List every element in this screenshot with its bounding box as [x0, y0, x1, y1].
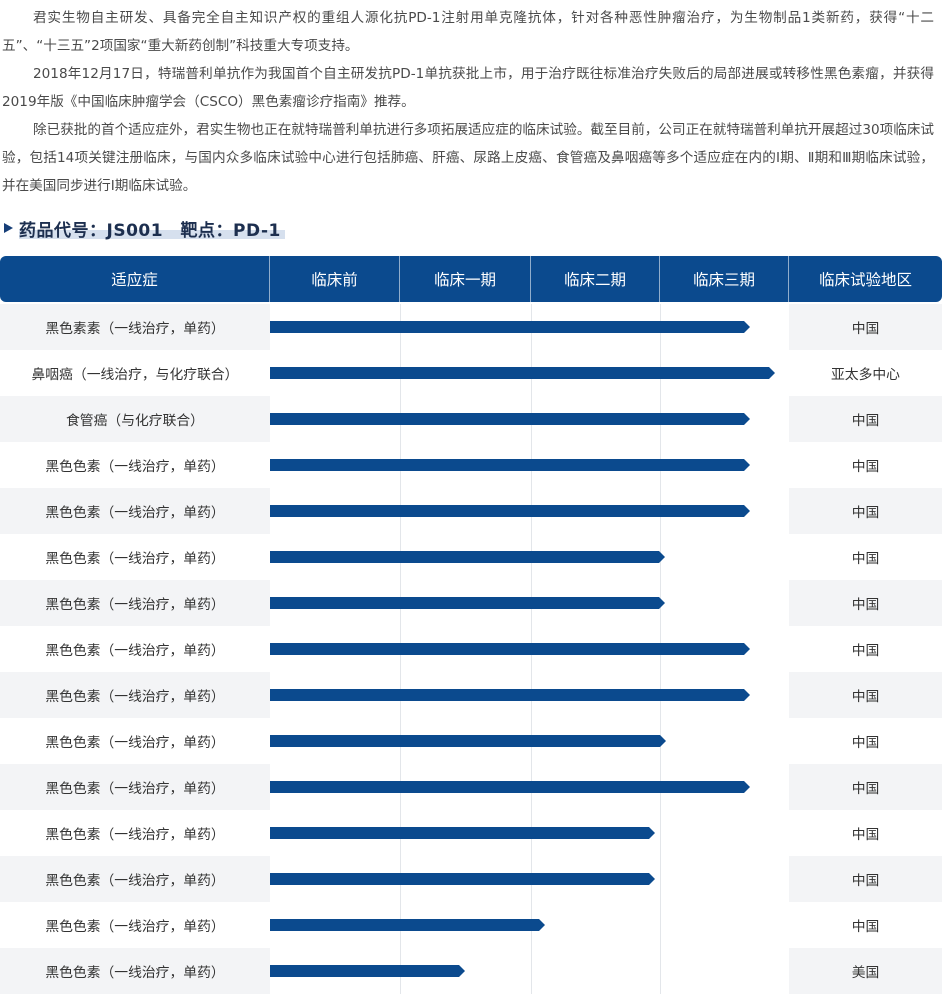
table-row: 黑色色素（一线治疗，单药） 中国: [0, 902, 942, 948]
section-heading: 药品代号：JS001 靶点：PD-1: [4, 215, 285, 241]
region-cell: 亚太多中心: [831, 367, 900, 383]
progress-bar: [270, 551, 665, 563]
header-phase3: 临床三期: [660, 256, 789, 302]
region-cell: 中国: [851, 781, 880, 797]
region-cell: 中国: [851, 551, 880, 567]
table-row: 黑色色素（一线治疗，单药） 中国: [0, 856, 942, 902]
progress-bar: [270, 919, 545, 931]
region-cell: 中国: [851, 459, 880, 475]
progress-bar: [270, 735, 666, 747]
indication-cell: 黑色色素（一线治疗，单药）: [45, 459, 225, 475]
stage-cell: [270, 810, 789, 856]
indication-cell: 黑色色素（一线治疗，单药）: [45, 505, 225, 521]
intro: 君实生物自主研发、具备完全自主知识产权的重组人源化抗PD-1注射用单克隆抗体，针…: [0, 0, 942, 200]
stage-cell: [270, 948, 789, 994]
stage-cell: [270, 856, 789, 902]
region-cell: 中国: [851, 597, 880, 613]
triangle-bullet-icon: [4, 223, 13, 233]
phase-divider: [660, 948, 661, 994]
stage-cell: [270, 396, 789, 442]
table-row: 鼻咽癌（一线治疗，与化疗联合） 亚太多中心: [0, 350, 942, 396]
region-cell: 美国: [851, 965, 880, 981]
region-cell: 中国: [851, 827, 880, 843]
region-cell: 中国: [851, 735, 880, 751]
table-body: 黑色素素（一线治疗，单药） 中国 鼻咽癌（一线治疗，与化疗联合） 亚太多中心 食管癌（与…: [0, 304, 942, 994]
progress-bar: [270, 873, 655, 885]
region-cell: 中国: [851, 643, 880, 659]
indication-cell: 黑色色素（一线治疗，单药）: [45, 597, 225, 613]
stage-cell: [270, 534, 789, 580]
indication-cell: 黑色色素（一线治疗，单药）: [45, 965, 225, 981]
progress-bar: [270, 367, 775, 379]
phase-divider: [660, 902, 661, 948]
progress-bar: [270, 643, 750, 655]
table-header: 适应症 临床前 临床一期 临床二期 临床三期 临床试验地区: [0, 256, 942, 302]
table-row: 黑色色素（一线治疗，单药） 中国: [0, 626, 942, 672]
stage-cell: [270, 350, 789, 396]
table-row: 黑色色素（一线治疗，单药） 中国: [0, 534, 942, 580]
progress-bar: [270, 965, 465, 977]
region-cell: 中国: [851, 321, 880, 337]
stage-cell: [270, 580, 789, 626]
indication-cell: 黑色色素（一线治疗，单药）: [45, 919, 225, 935]
header-preclinical: 临床前: [270, 256, 400, 302]
header-indication: 适应症: [0, 256, 270, 302]
table-row: 黑色色素（一线治疗，单药） 中国: [0, 488, 942, 534]
header-phase1: 临床一期: [400, 256, 531, 302]
progress-bar: [270, 689, 750, 701]
stage-cell: [270, 488, 789, 534]
stage-cell: [270, 672, 789, 718]
section-title: 药品代号：JS001 靶点：PD-1: [19, 215, 285, 241]
region-cell: 中国: [851, 873, 880, 889]
indication-cell: 黑色色素（一线治疗，单药）: [45, 551, 225, 567]
progress-bar: [270, 413, 750, 425]
stage-cell: [270, 764, 789, 810]
progress-bar: [270, 827, 655, 839]
indication-cell: 黑色色素（一线治疗，单药）: [45, 873, 225, 889]
stage-cell: [270, 718, 789, 764]
stage-cell: [270, 304, 789, 350]
progress-bar: [270, 597, 665, 609]
progress-bar: [270, 505, 750, 517]
progress-bar: [270, 321, 750, 333]
table-row: 黑色色素（一线治疗，单药） 中国: [0, 718, 942, 764]
phase-divider: [531, 948, 532, 994]
indication-cell: 黑色色素（一线治疗，单药）: [45, 643, 225, 659]
indication-cell: 黑色色素（一线治疗，单药）: [45, 735, 225, 751]
intro-paragraph: 除已获批的首个适应症外，君实生物也正在就特瑞普利单抗进行多项拓展适应症的临床试验…: [2, 122, 934, 194]
table-row: 黑色色素（一线治疗，单药） 中国: [0, 672, 942, 718]
indication-cell: 鼻咽癌（一线治疗，与化疗联合）: [31, 367, 239, 383]
intro-paragraph: 君实生物自主研发、具备完全自主知识产权的重组人源化抗PD-1注射用单克隆抗体，针…: [2, 10, 934, 54]
region-cell: 中国: [851, 505, 880, 521]
phase-divider: [660, 856, 661, 902]
table-row: 黑色色素（一线治疗，单药） 中国: [0, 580, 942, 626]
header-phase2: 临床二期: [531, 256, 660, 302]
table-row: 黑色色素（一线治疗，单药） 中国: [0, 442, 942, 488]
stage-cell: [270, 902, 789, 948]
indication-cell: 黑色色素（一线治疗，单药）: [45, 689, 225, 705]
header-region: 临床试验地区: [818, 271, 912, 289]
progress-bar: [270, 459, 750, 471]
table-row: 黑色色素（一线治疗，单药） 美国: [0, 948, 942, 994]
pipeline-table: 适应症 临床前 临床一期 临床二期 临床三期 临床试验地区 黑色素素（一线治疗，…: [0, 256, 942, 994]
phase-divider: [660, 810, 661, 856]
indication-cell: 黑色色素（一线治疗，单药）: [45, 781, 225, 797]
stage-cell: [270, 626, 789, 672]
table-row: 食管癌（与化疗联合） 中国: [0, 396, 942, 442]
region-cell: 中国: [851, 689, 880, 705]
table-row: 黑色素素（一线治疗，单药） 中国: [0, 304, 942, 350]
intro-paragraph: 2018年12月17日，特瑞普利单抗作为我国首个自主研发抗PD-1单抗获批上市，…: [2, 66, 934, 110]
indication-cell: 黑色色素（一线治疗，单药）: [45, 827, 225, 843]
indication-cell: 食管癌（与化疗联合）: [66, 413, 204, 429]
table-row: 黑色色素（一线治疗，单药） 中国: [0, 764, 942, 810]
region-cell: 中国: [851, 919, 880, 935]
stage-cell: [270, 442, 789, 488]
region-cell: 中国: [851, 413, 880, 429]
indication-cell: 黑色素素（一线治疗，单药）: [45, 321, 225, 337]
table-row: 黑色色素（一线治疗，单药） 中国: [0, 810, 942, 856]
progress-bar: [270, 781, 750, 793]
